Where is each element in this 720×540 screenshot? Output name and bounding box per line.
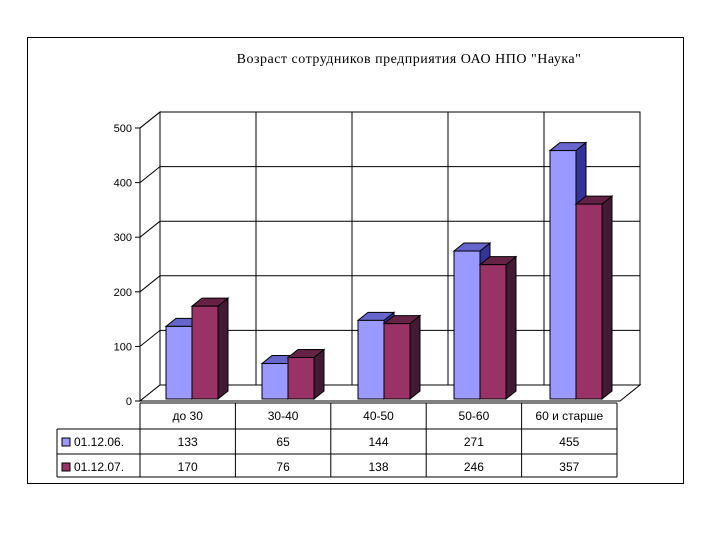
gridline-side <box>139 330 161 347</box>
y-tick-label: 200 <box>114 287 132 299</box>
bar-2 <box>478 255 518 401</box>
gridline-side <box>139 275 161 293</box>
bar-side <box>601 195 613 401</box>
bar-side <box>409 314 421 401</box>
y-tick-label: 300 <box>114 232 132 244</box>
table-cell: 138 <box>368 460 388 474</box>
gridline-side <box>139 166 161 183</box>
bar-front <box>479 264 507 400</box>
y-tick-label: 500 <box>114 123 132 135</box>
category-label: 30-40 <box>268 409 299 423</box>
y-tick-label: 0 <box>126 396 132 408</box>
bar-front <box>165 325 193 400</box>
table-cell: 271 <box>464 435 484 449</box>
legend-label: 01.12.06. <box>74 435 124 449</box>
bar-front <box>549 150 577 400</box>
category-label: 40-50 <box>363 409 394 423</box>
bar-front <box>453 250 481 400</box>
table-cell: 455 <box>559 435 579 449</box>
bar-front <box>575 203 603 400</box>
bar-side <box>505 255 517 401</box>
side-wall <box>139 110 161 403</box>
table-cell: 65 <box>276 435 290 449</box>
table-cell: 246 <box>464 460 484 474</box>
y-tick-label: 100 <box>114 341 132 353</box>
bar-2 <box>286 348 326 401</box>
bar-2 <box>382 314 422 401</box>
bar-front <box>191 305 219 400</box>
bar-front <box>287 357 315 400</box>
bar-side <box>217 297 229 401</box>
bar-2 <box>190 297 230 401</box>
table-cell: 357 <box>559 460 579 474</box>
table-cell: 133 <box>178 435 198 449</box>
category-label: 60 и старше <box>535 409 603 423</box>
legend-swatch <box>61 437 71 447</box>
gridline-side <box>139 220 161 238</box>
category-label: до 30 <box>173 409 204 423</box>
bar-front <box>383 323 411 400</box>
bar-front <box>261 363 289 400</box>
legend-swatch <box>61 462 71 472</box>
table-cell: 170 <box>178 460 198 474</box>
category-label: 50-60 <box>459 409 490 423</box>
bar-2 <box>574 195 614 401</box>
table-cell: 76 <box>276 460 290 474</box>
gridline-side <box>139 111 161 129</box>
legend-label: 01.12.07. <box>74 460 124 474</box>
table-cell: 144 <box>368 435 388 449</box>
y-tick-label: 400 <box>114 178 132 190</box>
bar-front <box>357 319 385 400</box>
chart-title: Возраст сотрудников предприятия ОАО НПО … <box>236 52 582 67</box>
